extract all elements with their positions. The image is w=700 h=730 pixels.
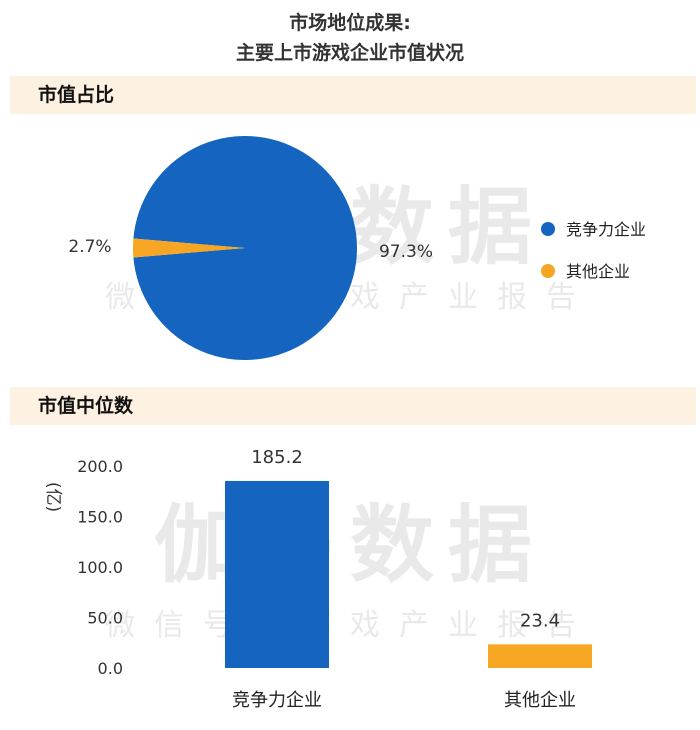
bar-value-label-0: 185.2 bbox=[251, 447, 303, 468]
y-axis-label: (亿) bbox=[43, 482, 63, 512]
y-tick-label: 100.0 bbox=[77, 558, 123, 577]
legend-label-1: 其他企业 bbox=[566, 262, 630, 281]
bar-0 bbox=[225, 480, 329, 668]
chart-title-line1: 市场地位成果: bbox=[289, 12, 411, 34]
chart-title-line2: 主要上市游戏企业市值状况 bbox=[235, 42, 464, 64]
section-header-median: 市值中位数 bbox=[10, 387, 696, 425]
bar-1 bbox=[488, 644, 592, 668]
x-tick-label-0: 竞争力企业 bbox=[232, 690, 322, 711]
legend-marker-0 bbox=[541, 222, 555, 236]
y-tick-label: 50.0 bbox=[87, 609, 123, 628]
y-tick-label: 150.0 bbox=[77, 508, 123, 527]
pie-slice-competitive bbox=[133, 136, 358, 360]
y-tick-label: 200.0 bbox=[77, 457, 123, 476]
section-header-share: 市值占比 bbox=[10, 76, 696, 114]
legend-label-0: 竞争力企业 bbox=[566, 220, 646, 239]
legend-marker-1 bbox=[541, 264, 555, 278]
y-tick-label: 0.0 bbox=[98, 659, 123, 678]
bar-value-label-1: 23.4 bbox=[520, 610, 560, 631]
pie-label-competitive: 97.3% bbox=[379, 242, 433, 262]
x-tick-label-1: 其他企业 bbox=[504, 690, 576, 711]
pie-slice-other bbox=[133, 238, 245, 258]
pie-label-other: 2.7% bbox=[68, 237, 111, 257]
